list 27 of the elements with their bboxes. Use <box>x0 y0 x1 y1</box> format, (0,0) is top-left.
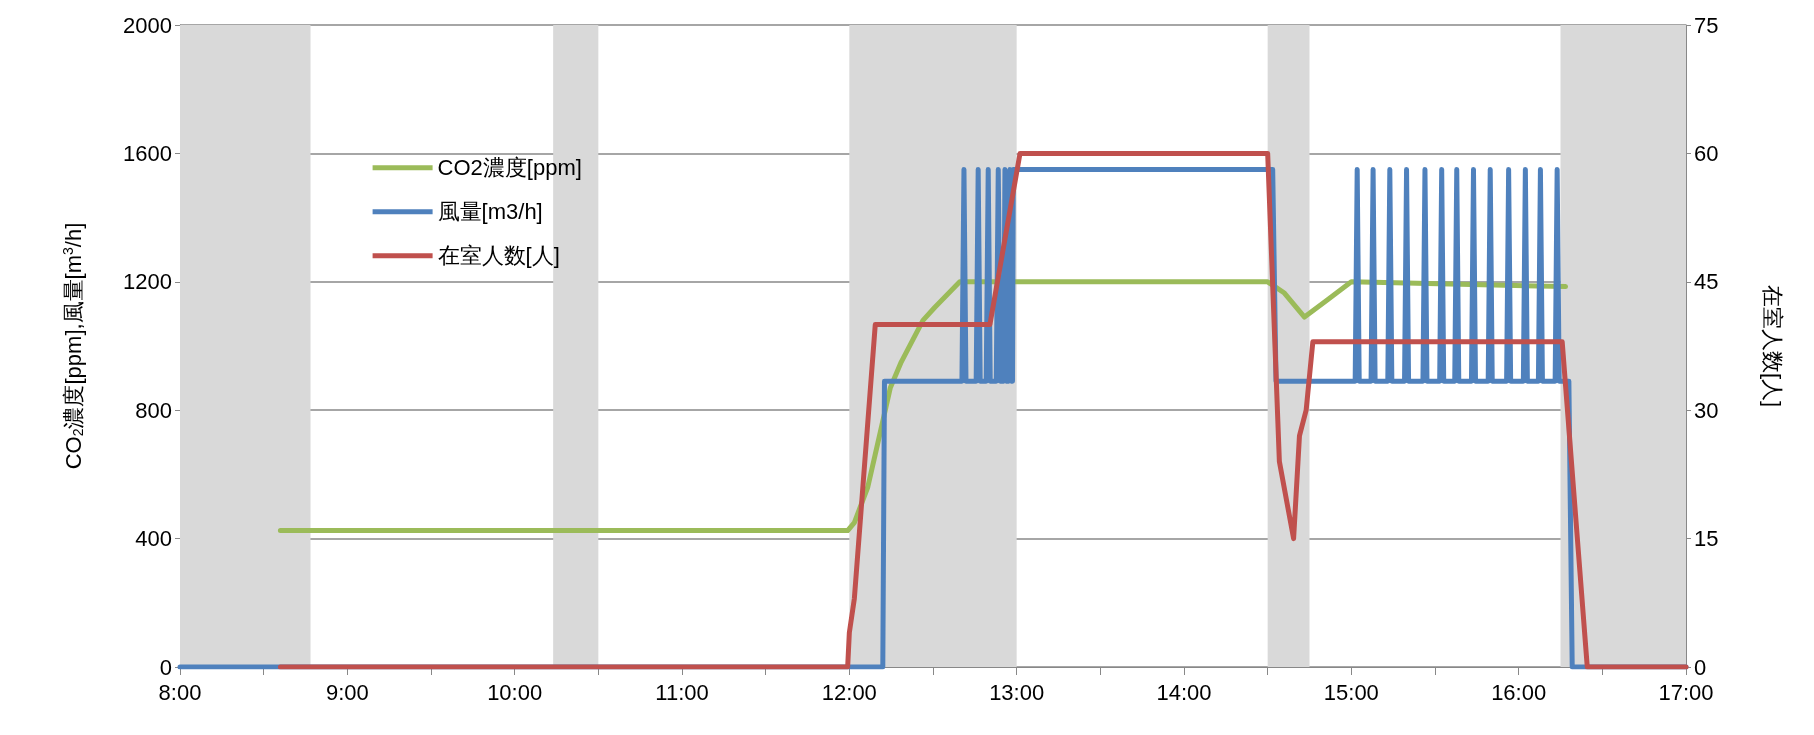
x-tick-label: 9:00 <box>325 679 369 705</box>
x-tick-label: 10:00 <box>487 679 543 705</box>
y-tick-label: 400 <box>135 526 172 552</box>
y2-axis-title: 在室人数[人] <box>1759 284 1785 408</box>
x-tick-label: 13:00 <box>989 679 1045 705</box>
y2-tick-label: 75 <box>1694 12 1719 38</box>
y-tick-label: 0 <box>159 654 172 680</box>
legend-label: 風量[m3/h] <box>437 199 543 225</box>
legend-label: CO2濃度[ppm] <box>437 155 582 181</box>
x-tick-label: 11:00 <box>655 679 709 705</box>
legend-label: 在室人数[人] <box>437 243 560 269</box>
x-tick-label: 12:00 <box>821 679 877 705</box>
x-tick-label: 17:00 <box>1658 679 1714 705</box>
y2-tick-label: 30 <box>1694 397 1719 423</box>
y-tick-label: 800 <box>135 397 172 423</box>
x-tick-label: 16:00 <box>1491 679 1547 705</box>
x-tick-label: 14:00 <box>1156 679 1212 705</box>
y-tick-label: 1200 <box>123 269 172 295</box>
y-tick-label: 1600 <box>123 140 172 166</box>
y2-tick-label: 60 <box>1694 140 1719 166</box>
y-tick-label: 2000 <box>123 12 172 38</box>
y2-tick-label: 0 <box>1694 654 1707 680</box>
x-tick-label: 8:00 <box>158 679 202 705</box>
x-tick-label: 15:00 <box>1323 679 1379 705</box>
y2-tick-label: 15 <box>1694 526 1719 552</box>
y-axis-title: CO2濃度[ppm],風量[m3/h] <box>60 222 86 470</box>
y2-tick-label: 45 <box>1694 269 1719 295</box>
